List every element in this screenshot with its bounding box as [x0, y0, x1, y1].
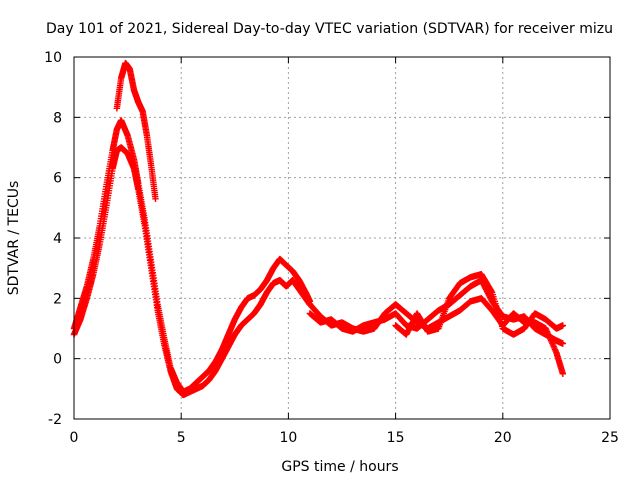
y-axis-label: SDTVAR / TECUs	[6, 181, 22, 296]
x-tick-label: 5	[177, 430, 186, 446]
data-point	[559, 370, 567, 377]
x-tick-label: 25	[601, 430, 619, 446]
y-tick-label: 10	[44, 50, 62, 66]
x-axis-label: GPS time / hours	[281, 459, 398, 475]
axis-ticks: 0 5 10 15 20 25 -2 0 2 4 6 8 10	[44, 50, 619, 446]
y-tick-label: 2	[53, 291, 62, 307]
x-tick-label: 15	[387, 430, 405, 446]
y-tick-label: -2	[48, 412, 62, 428]
chart-title: Day 101 of 2021, Sidereal Day-to-day VTE…	[46, 21, 613, 37]
data-point	[152, 195, 159, 202]
grid	[74, 57, 610, 419]
data-point	[559, 340, 567, 347]
y-tick-label: 4	[53, 231, 62, 247]
data-point	[559, 322, 567, 329]
y-tick-label: 0	[53, 352, 62, 368]
x-tick-label: 10	[279, 430, 297, 446]
x-tick-label: 0	[70, 430, 79, 446]
x-tick-label: 20	[494, 430, 512, 446]
data-points	[70, 59, 567, 399]
y-tick-label: 8	[53, 110, 62, 126]
y-tick-label: 6	[53, 171, 62, 187]
